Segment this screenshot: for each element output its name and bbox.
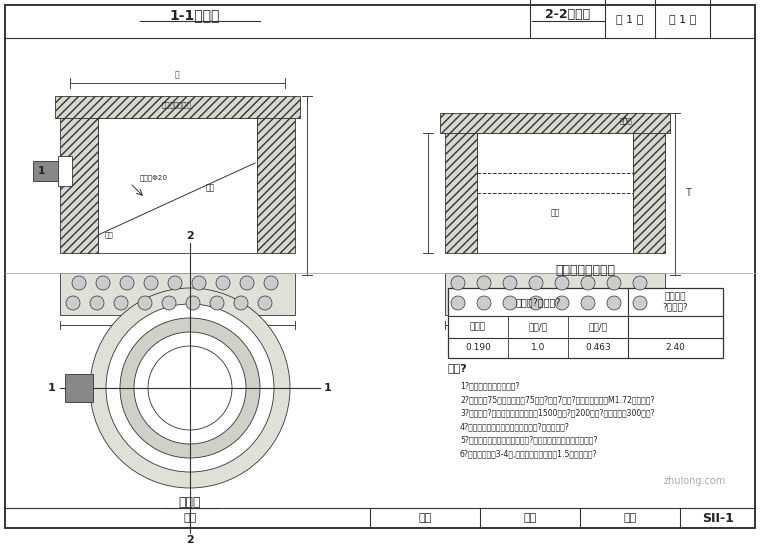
Bar <box>445 133 477 253</box>
Text: 桩帽板: 桩帽板 <box>620 118 633 124</box>
Circle shape <box>134 332 246 444</box>
Text: 井筒/米: 井筒/米 <box>588 322 607 331</box>
Circle shape <box>162 296 176 310</box>
Circle shape <box>120 318 260 458</box>
Circle shape <box>120 276 134 290</box>
Circle shape <box>477 276 491 290</box>
Text: SII-1: SII-1 <box>702 512 734 524</box>
Circle shape <box>210 296 224 310</box>
Text: 素土: 素土 <box>205 184 214 192</box>
Circle shape <box>633 296 647 310</box>
Circle shape <box>192 276 206 290</box>
Text: 2: 2 <box>186 535 194 545</box>
Circle shape <box>581 296 595 310</box>
Circle shape <box>186 296 200 310</box>
Circle shape <box>477 296 491 310</box>
Text: 井底/米: 井底/米 <box>528 322 547 331</box>
Text: 渗水井工程数量表: 渗水井工程数量表 <box>556 263 616 276</box>
Circle shape <box>240 276 254 290</box>
Text: 0.463: 0.463 <box>585 343 611 352</box>
Text: 1: 1 <box>324 383 332 393</box>
Text: 共 1 页: 共 1 页 <box>670 14 697 24</box>
Bar <box>58 156 72 186</box>
Circle shape <box>581 276 595 290</box>
Text: 5?为防地面基本系统的最终凝土?与排放点底面及上方防水构筑?: 5?为防地面基本系统的最终凝土?与排放点底面及上方防水构筑? <box>460 436 597 445</box>
Text: 3?井底平台?并排最面底层灌注下沉1500毫米?再200毫米?内铺碎石至300毫米?: 3?井底平台?并排最面底层灌注下沉1500毫米?再200毫米?内铺碎石至300毫… <box>460 409 654 418</box>
Circle shape <box>607 296 621 310</box>
Text: 1?图中尺寸以毫米为单位?: 1?图中尺寸以毫米为单位? <box>460 382 520 390</box>
Text: 砂石: 砂石 <box>105 232 114 238</box>
Circle shape <box>72 276 86 290</box>
Text: zhulong.com: zhulong.com <box>664 476 726 486</box>
Text: 渗水孔Φ20: 渗水孔Φ20 <box>140 175 168 181</box>
Bar <box>65 374 93 402</box>
Text: 碎石: 碎石 <box>550 208 559 217</box>
Bar <box>55 96 300 118</box>
Text: 收口段: 收口段 <box>470 322 486 331</box>
Circle shape <box>555 296 569 310</box>
Bar <box>33 161 61 181</box>
Text: 2?井壁采用75号水泥砂浆砌75号砖?墙厚7毫米?均按照规范要求M1.72之法砌筑?: 2?井壁采用75号水泥砂浆砌75号砖?墙厚7毫米?均按照规范要求M1.72之法砌… <box>460 395 654 404</box>
Circle shape <box>607 276 621 290</box>
Text: 1: 1 <box>37 166 45 176</box>
Circle shape <box>144 276 158 290</box>
Bar <box>448 288 723 358</box>
Bar <box>60 118 98 253</box>
Circle shape <box>90 288 290 488</box>
Text: 第 1 页: 第 1 页 <box>616 14 644 24</box>
Bar <box>440 113 670 133</box>
Text: 复核: 复核 <box>418 513 432 523</box>
Circle shape <box>529 276 543 290</box>
Circle shape <box>451 276 465 290</box>
Text: 砖砌体?立方米?: 砖砌体?立方米? <box>515 297 561 307</box>
Circle shape <box>503 296 517 310</box>
Circle shape <box>96 276 110 290</box>
Text: 2.40: 2.40 <box>666 343 686 352</box>
Circle shape <box>234 296 248 310</box>
Circle shape <box>264 276 278 290</box>
Text: 平面图: 平面图 <box>179 497 201 509</box>
Circle shape <box>451 296 465 310</box>
Text: T: T <box>685 188 691 198</box>
Circle shape <box>138 296 152 310</box>
Text: 6?乃本地方该成3-4层,标准换水米中平均铺1.5米以上铺草?: 6?乃本地方该成3-4层,标准换水米中平均铺1.5米以上铺草? <box>460 449 597 458</box>
Circle shape <box>90 296 104 310</box>
Bar <box>633 133 665 253</box>
Text: 说明?: 说明? <box>448 363 467 373</box>
Text: 钢筋混凝土盖板: 钢筋混凝土盖板 <box>162 102 192 108</box>
Circle shape <box>114 296 128 310</box>
Circle shape <box>148 346 232 430</box>
Text: 砂垫层面
?平方米?: 砂垫层面 ?平方米? <box>663 293 689 312</box>
Bar <box>98 118 257 253</box>
Text: 4?每人次管理需要合适时期铺设相砂?可能上结果?: 4?每人次管理需要合适时期铺设相砂?可能上结果? <box>460 422 570 431</box>
Text: 孔: 孔 <box>175 70 179 80</box>
Circle shape <box>168 276 182 290</box>
Circle shape <box>106 304 274 472</box>
Text: 0.190: 0.190 <box>465 343 491 352</box>
Circle shape <box>503 276 517 290</box>
Circle shape <box>633 276 647 290</box>
Circle shape <box>555 276 569 290</box>
Bar <box>60 273 295 315</box>
Text: 1: 1 <box>48 383 56 393</box>
Circle shape <box>529 296 543 310</box>
Circle shape <box>216 276 230 290</box>
Text: 2: 2 <box>186 231 194 241</box>
Text: 1.0: 1.0 <box>530 343 545 352</box>
Text: 1-1剖面图: 1-1剖面图 <box>169 8 220 22</box>
Text: 2-2剖面图: 2-2剖面图 <box>546 8 591 22</box>
Circle shape <box>258 296 272 310</box>
Bar <box>670 453 725 503</box>
Circle shape <box>66 296 80 310</box>
Bar <box>477 133 633 253</box>
Bar <box>445 273 665 315</box>
Bar <box>257 118 295 253</box>
Text: 审核: 审核 <box>524 513 537 523</box>
Text: 设计: 设计 <box>183 513 197 523</box>
Text: 图号: 图号 <box>623 513 637 523</box>
